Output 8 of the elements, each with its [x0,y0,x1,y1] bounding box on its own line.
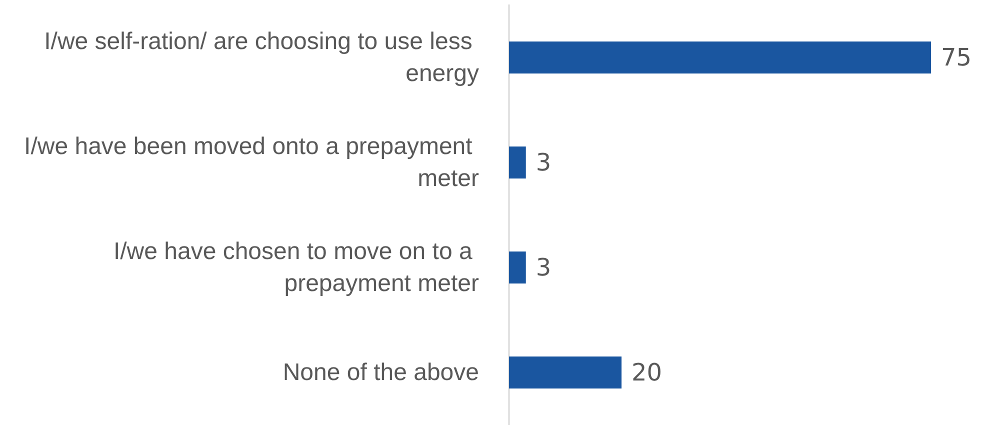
y-tick-label: I/we have been moved onto a prepayment meter [24,133,479,192]
y-tick-label: I/we self-ration/ are choosing to use less energy [44,28,479,87]
data-label: 75 [941,44,972,72]
y-tick-label: I/we have chosen to move on to a prepayment meter [113,238,479,297]
y-tick-label: None of the above [282,359,479,386]
data-label: 3 [536,148,552,176]
data-label: 20 [632,358,662,386]
data-label: 3 [536,254,552,282]
